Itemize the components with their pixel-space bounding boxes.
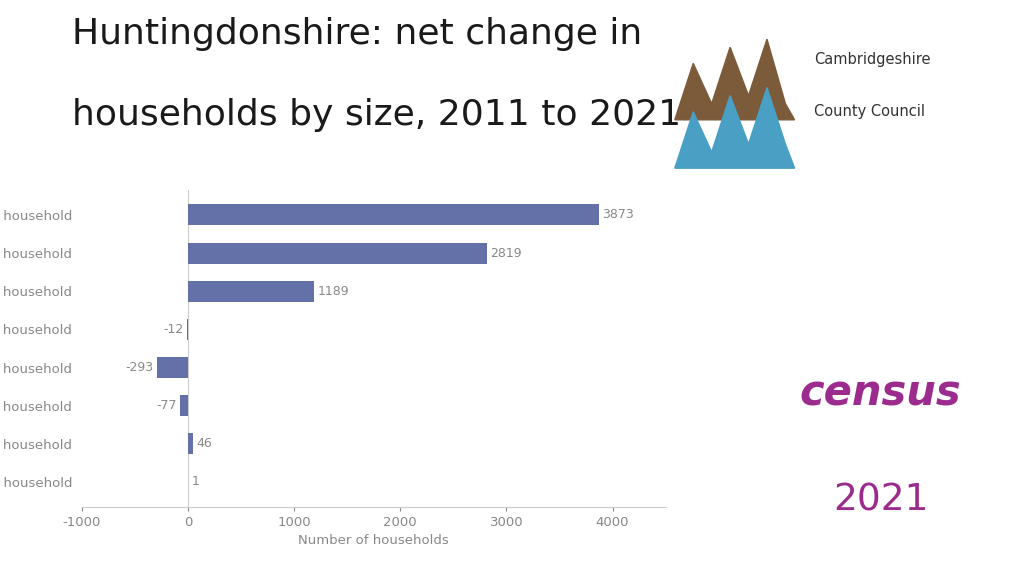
Bar [157,357,188,378]
Bar [188,281,314,302]
Polygon shape [675,88,795,168]
Text: 2819: 2819 [490,247,522,260]
Text: 46: 46 [197,437,212,450]
Bar [188,433,193,454]
X-axis label: Number of households: Number of households [298,535,450,547]
Text: Cambridgeshire: Cambridgeshire [814,52,931,67]
Text: Huntingdonshire: net change in: Huntingdonshire: net change in [72,17,642,51]
Bar [186,319,188,340]
Text: households by size, 2011 to 2021: households by size, 2011 to 2021 [72,98,681,132]
Text: 1189: 1189 [317,285,349,298]
Text: 1: 1 [191,476,200,488]
Text: 2021: 2021 [833,483,929,518]
Text: -12: -12 [164,323,183,336]
Text: County Council: County Council [814,104,925,119]
Text: -77: -77 [157,399,177,412]
Text: -293: -293 [126,361,154,374]
Polygon shape [675,39,795,120]
Text: 3873: 3873 [602,209,634,221]
Bar [180,395,188,416]
Bar [188,204,599,225]
Bar [188,242,487,264]
Text: census: census [800,373,962,415]
